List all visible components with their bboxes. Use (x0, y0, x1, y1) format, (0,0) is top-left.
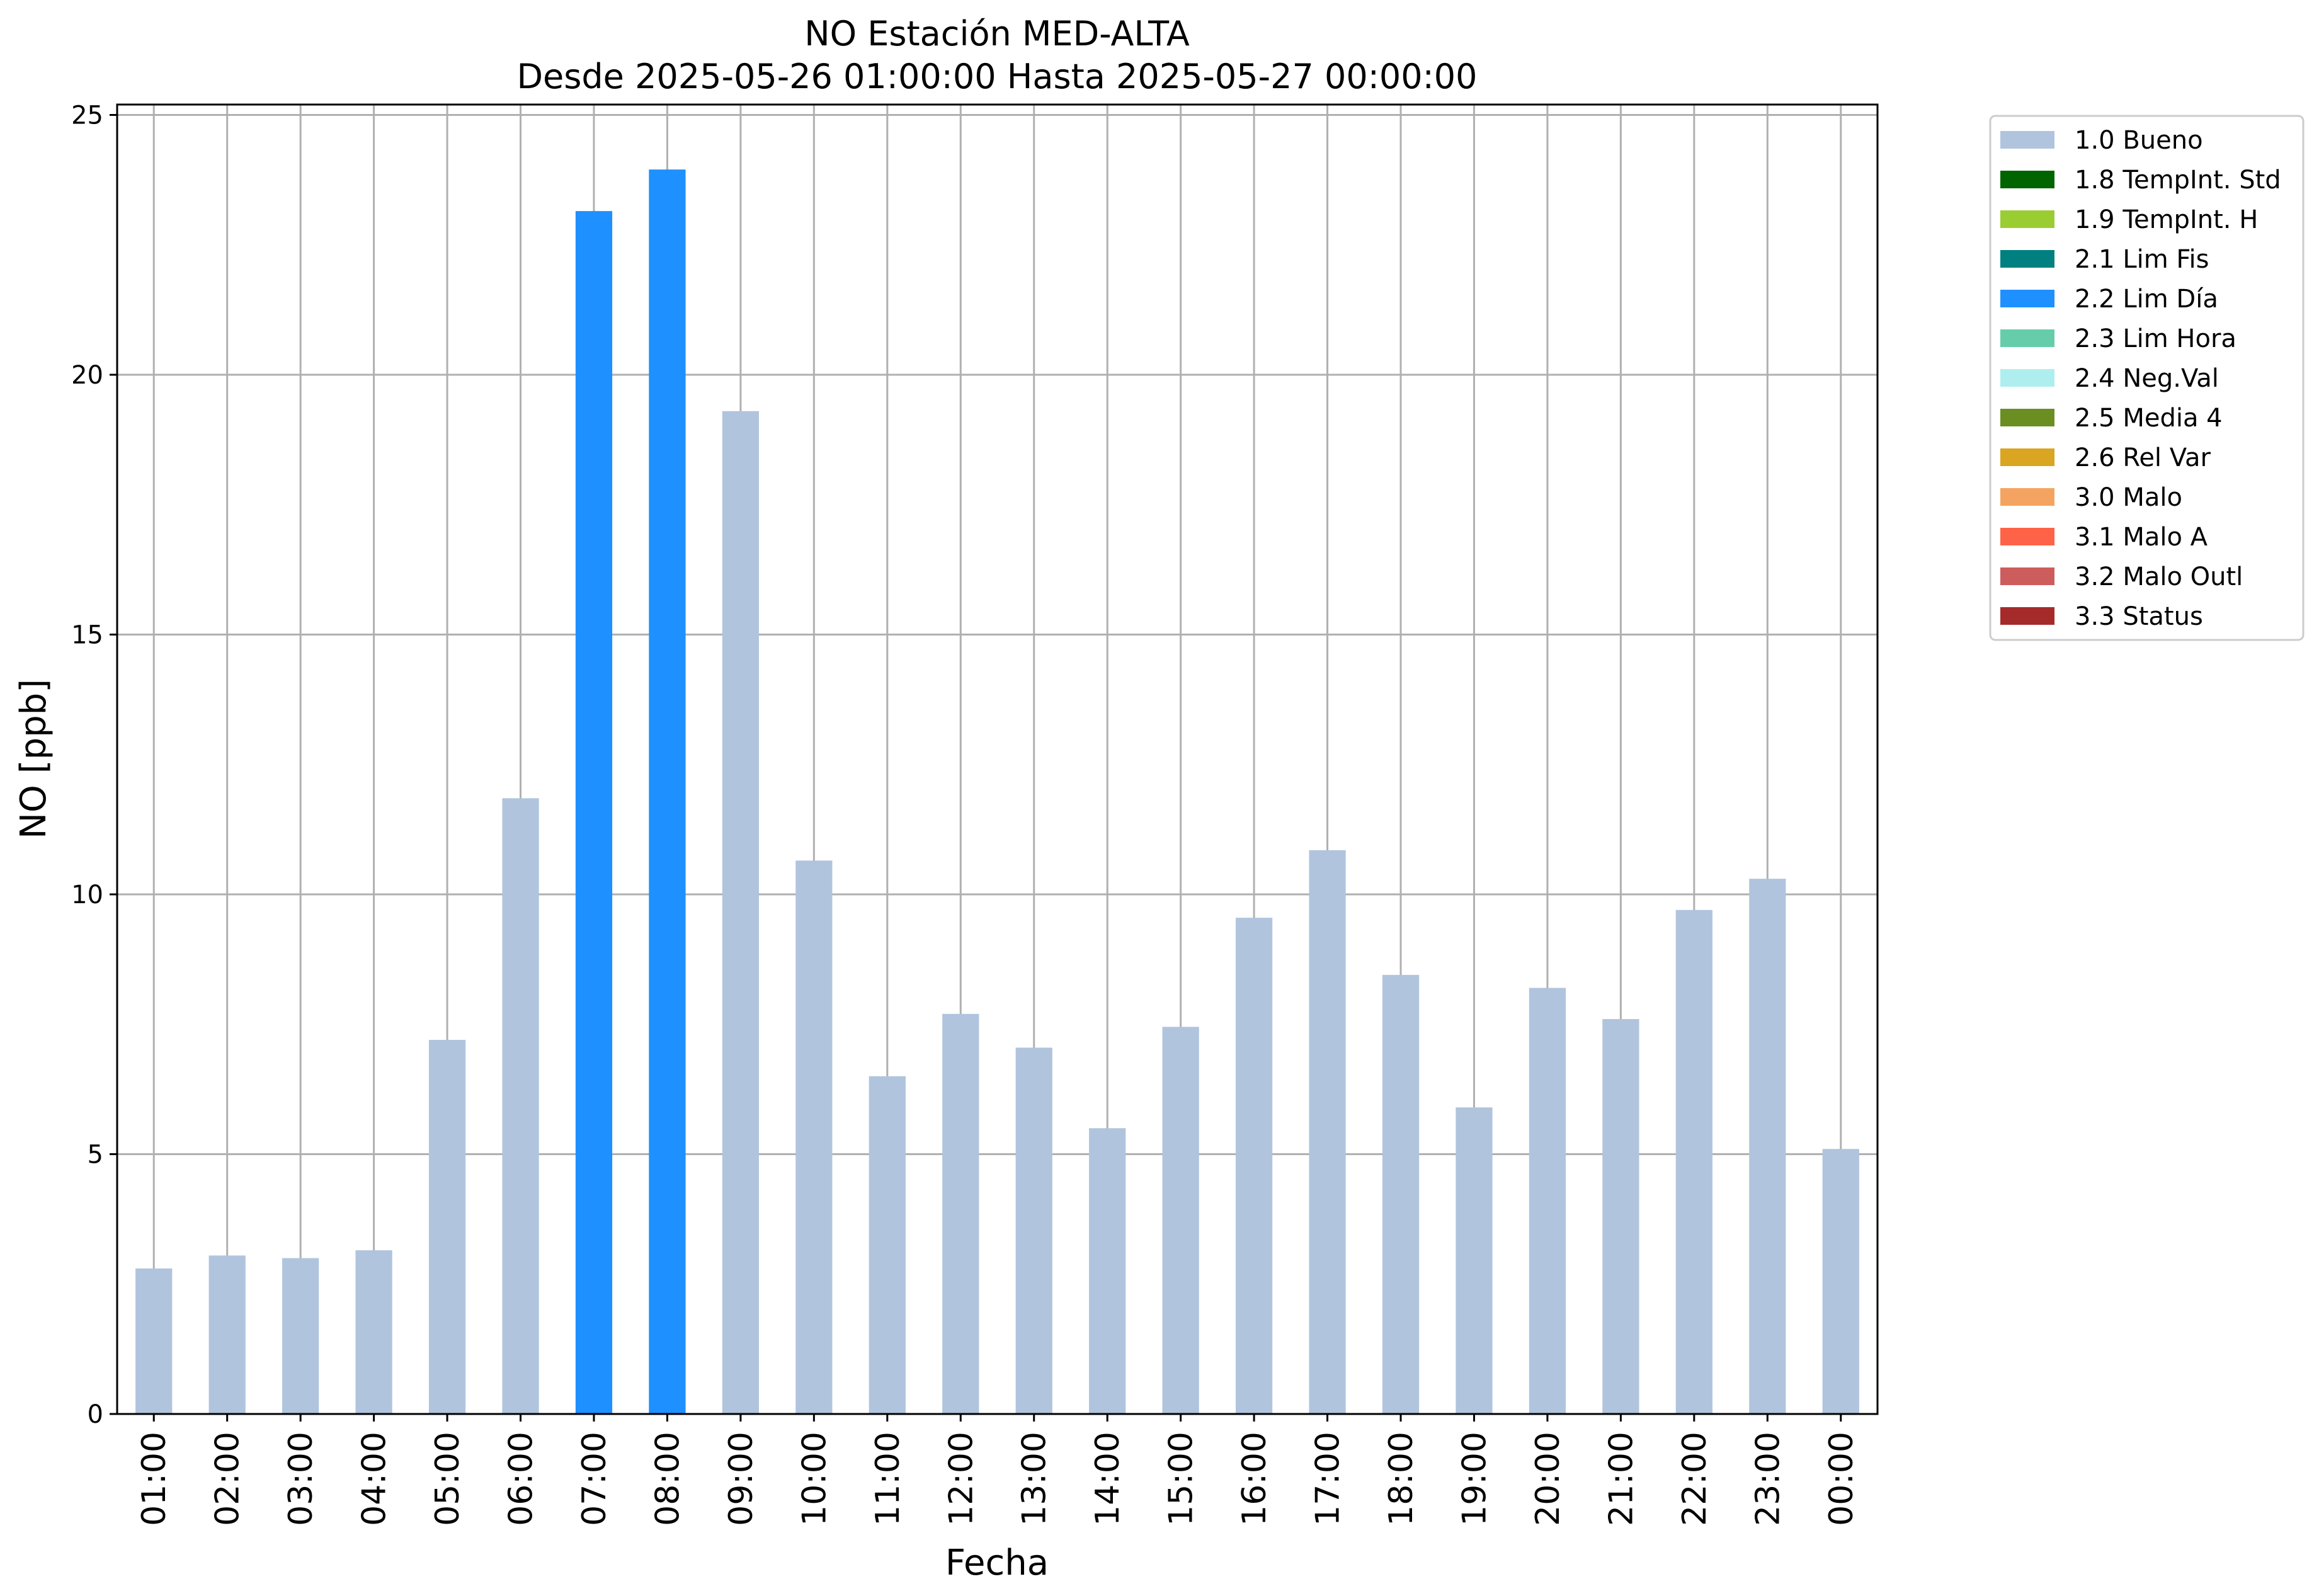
x-axis-ticks: 01:00 02:00 03:00 04:00 05:00 06:00 07:00 08:00… (135, 1414, 1860, 1526)
legend-label: 2.5 Media 4 (2075, 404, 2223, 433)
bar-1700 (1309, 850, 1346, 1414)
x-tick-label: 11:00 (869, 1432, 907, 1526)
bar-1300 (1015, 1047, 1052, 1414)
x-tick-label: 16:00 (1236, 1432, 1273, 1526)
legend-swatch (2000, 369, 2054, 387)
legend-swatch (2000, 131, 2054, 149)
x-tick-label: 00:00 (1823, 1432, 1860, 1526)
x-tick-label: 20:00 (1529, 1432, 1567, 1526)
bar-2100 (1602, 1019, 1639, 1414)
legend-label: 3.0 Malo (2075, 483, 2182, 512)
x-axis-label: Fecha (945, 1542, 1049, 1583)
legend-swatch (2000, 250, 2054, 268)
legend-swatch (2000, 528, 2054, 545)
bar-1000 (795, 860, 833, 1414)
x-tick-label: 05:00 (429, 1432, 467, 1526)
y-tick-label: 5 (88, 1141, 103, 1170)
legend-label: 3.2 Malo Outl (2075, 562, 2243, 591)
legend: 1.0 Bueno 1.8 TempInt. Std 1.9 TempInt. H 2… (1989, 115, 2305, 641)
legend-swatch (2000, 607, 2054, 625)
legend-label: 2.4 Neg.Val (2075, 364, 2219, 393)
x-tick-label: 03:00 (282, 1432, 320, 1526)
chart-title-line-1: NO Estación MED-ALTA (804, 14, 1190, 54)
x-tick-label: 09:00 (722, 1432, 760, 1526)
y-tick-label: 25 (71, 101, 103, 130)
x-tick-label: 18:00 (1382, 1432, 1420, 1526)
legend-swatch (2000, 290, 2054, 307)
x-tick-label: 12:00 (942, 1432, 980, 1526)
x-tick-label: 07:00 (576, 1432, 613, 1526)
bar-0300 (282, 1258, 319, 1414)
chart-title-line-2: Desde 2025-05-26 01:00:00 Hasta 2025-05-… (516, 57, 1477, 96)
x-tick-label: 15:00 (1163, 1432, 1200, 1526)
legend-swatch (2000, 171, 2054, 188)
y-tick-label: 0 (88, 1400, 103, 1429)
bar-0700 (575, 211, 613, 1414)
bar-0600 (502, 798, 539, 1414)
legend-swatch (2000, 488, 2054, 506)
legend-label: 1.9 TempInt. H (2075, 205, 2258, 234)
legend-swatch (2000, 567, 2054, 585)
bar-1200 (942, 1013, 979, 1414)
bar-1800 (1382, 974, 1420, 1414)
y-axis-label: NO [ppb] (13, 679, 54, 839)
legend-label: 1.0 Bueno (2075, 126, 2203, 155)
x-tick-label: 04:00 (356, 1432, 394, 1526)
bar-0900 (722, 411, 760, 1414)
x-tick-label: 22:00 (1676, 1432, 1714, 1526)
x-tick-label: 17:00 (1309, 1432, 1347, 1526)
x-tick-label: 02:00 (209, 1432, 247, 1526)
bar-0100 (135, 1268, 173, 1414)
legend-items: 1.0 Bueno 1.8 TempInt. Std 1.9 TempInt. H 2… (2000, 126, 2281, 631)
x-tick-label: 13:00 (1016, 1432, 1054, 1526)
bar-0200 (208, 1255, 246, 1414)
x-tick-label: 01:00 (135, 1432, 173, 1526)
bar-1400 (1089, 1128, 1126, 1414)
bar-1100 (869, 1076, 906, 1414)
x-tick-label: 14:00 (1089, 1432, 1127, 1526)
legend-label: 2.6 Rel Var (2075, 443, 2211, 472)
y-axis-ticks: 0 5 10 15 20 25 (71, 101, 117, 1429)
legend-swatch (2000, 409, 2054, 426)
x-tick-label: 21:00 (1602, 1432, 1640, 1526)
legend-swatch (2000, 448, 2054, 466)
bar-0800 (649, 169, 686, 1414)
legend-label: 3.3 Status (2075, 602, 2203, 631)
y-tick-label: 20 (71, 361, 103, 390)
bar-1900 (1456, 1107, 1493, 1414)
bars (135, 169, 1859, 1414)
legend-label: 1.8 TempInt. Std (2075, 166, 2281, 195)
legend-label: 2.3 Lim Hora (2075, 324, 2236, 353)
bar-0500 (428, 1040, 466, 1414)
legend-label: 2.2 Lim Día (2075, 285, 2218, 314)
bar-2300 (1749, 879, 1786, 1414)
bar-1600 (1235, 918, 1273, 1414)
y-tick-label: 10 (71, 881, 103, 909)
bar-2000 (1529, 988, 1566, 1414)
bar-1500 (1162, 1027, 1199, 1414)
plot-frame (116, 103, 1879, 1415)
legend-label: 3.1 Malo A (2075, 523, 2208, 552)
x-tick-label: 23:00 (1749, 1432, 1787, 1526)
legend-swatch (2000, 329, 2054, 347)
y-tick-label: 15 (71, 621, 103, 650)
legend-label: 2.1 Lim Fis (2075, 245, 2209, 274)
bar-0400 (355, 1250, 392, 1414)
x-tick-label: 10:00 (795, 1432, 833, 1526)
bar-0000 (1822, 1149, 1859, 1414)
x-tick-label: 08:00 (649, 1432, 687, 1526)
bar-2200 (1675, 909, 1712, 1414)
legend-swatch (2000, 210, 2054, 228)
legend-frame (1989, 115, 2305, 641)
x-tick-label: 19:00 (1456, 1432, 1493, 1526)
x-tick-label: 06:00 (503, 1432, 540, 1526)
